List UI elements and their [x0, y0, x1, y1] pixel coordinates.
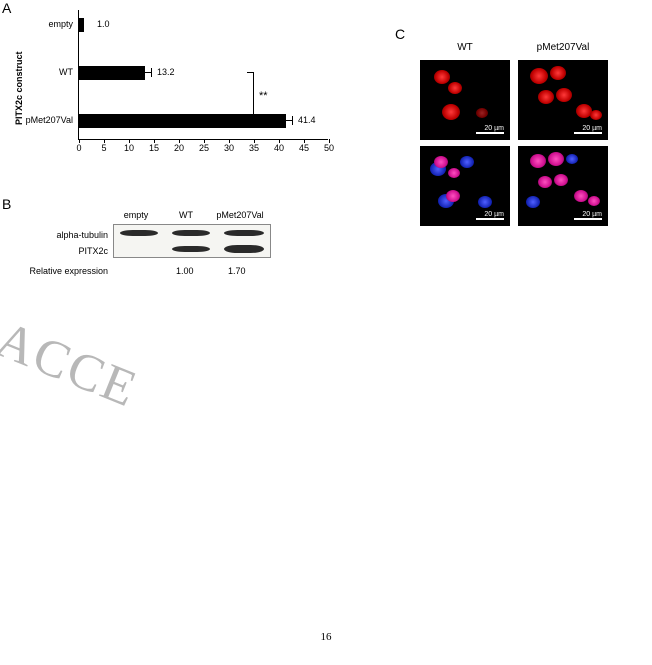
xtick-label: 15 [149, 143, 159, 153]
scale-bar [574, 132, 602, 134]
micro-col-label: WT [420, 42, 510, 53]
scale-text: 20 µm [582, 211, 602, 218]
micrograph: 20 µm [420, 60, 510, 140]
bar-cat-label: pMet207Val [18, 115, 73, 125]
band [224, 245, 264, 253]
xtick-label: 30 [224, 143, 234, 153]
y-axis-label: PITX2c construct [14, 51, 24, 125]
blot-col-label: WT [166, 210, 206, 220]
blot-col-label: pMet207Val [210, 210, 270, 220]
xtick-label: 0 [76, 143, 81, 153]
blot-row-label: PITX2c [18, 246, 108, 256]
bar-pmet [79, 114, 286, 128]
scale-text: 20 µm [582, 125, 602, 132]
error-cap [151, 68, 152, 77]
blot-col-label: empty [116, 210, 156, 220]
plot-area: 1.0 13.2 41.4 ** 0 5 10 15 20 25 30 35 4… [78, 10, 328, 140]
xtick-label: 5 [101, 143, 106, 153]
bar-cat-label: WT [18, 67, 73, 77]
error-cap [292, 116, 293, 125]
scale-text: 20 µm [484, 125, 504, 132]
page-number: 16 [321, 631, 332, 643]
bar-value: 13.2 [157, 67, 175, 77]
western-blot: empty WT pMet207Val alpha-tubulin PITX2c… [18, 210, 318, 310]
rel-expr-label: Relative expression [18, 266, 108, 276]
panel-b-label: B [2, 196, 11, 212]
bar-wt [79, 66, 145, 80]
xtick-label: 40 [274, 143, 284, 153]
xtick-label: 25 [199, 143, 209, 153]
micrograph: 20 µm [518, 60, 608, 140]
sig-bracket [253, 72, 254, 121]
band [172, 230, 210, 236]
sig-stars: ** [259, 90, 268, 102]
bar-chart: PITX2c construct empty WT pMet207Val 1.0… [18, 10, 348, 170]
scale-bar [476, 132, 504, 134]
rel-expr-value: 1.70 [228, 266, 246, 276]
xtick-label: 20 [174, 143, 184, 153]
xtick-label: 35 [249, 143, 259, 153]
xtick-label: 10 [124, 143, 134, 153]
blot-row-label: alpha-tubulin [18, 230, 108, 240]
panel-c-label: C [395, 26, 405, 42]
band [120, 230, 158, 236]
bar-cat-label: empty [18, 19, 73, 29]
band [172, 246, 210, 252]
band [224, 230, 264, 236]
blot-box [113, 224, 271, 258]
micro-col-label: pMet207Val [518, 42, 608, 53]
scale-bar [476, 218, 504, 220]
scale-bar [574, 218, 602, 220]
xtick-label: 50 [324, 143, 334, 153]
rel-expr-value: 1.00 [176, 266, 194, 276]
panel-a-label: A [2, 0, 11, 16]
watermark-text: ACCE [0, 310, 146, 420]
bar-value: 41.4 [298, 115, 316, 125]
micrograph: 20 µm [420, 146, 510, 226]
bar-value: 1.0 [97, 19, 110, 29]
micrograph: 20 µm [518, 146, 608, 226]
scale-text: 20 µm [484, 211, 504, 218]
xtick-label: 45 [299, 143, 309, 153]
bar-empty [79, 18, 84, 32]
